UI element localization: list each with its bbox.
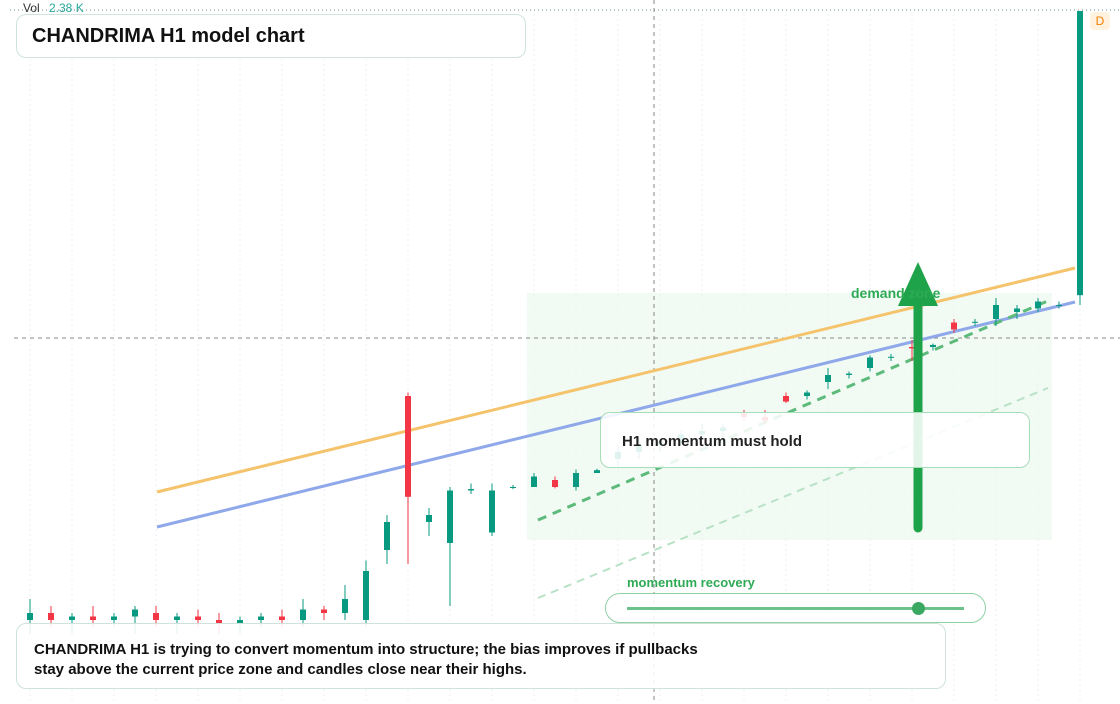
candle-body (930, 344, 936, 347)
candle-body (1077, 11, 1083, 296)
candle-body (783, 396, 789, 402)
slider[interactable] (605, 593, 986, 623)
candle-body (447, 490, 453, 543)
candle-body (825, 375, 831, 382)
badge-bg (1090, 12, 1110, 30)
candle-body (1014, 308, 1020, 312)
candle-body (216, 620, 222, 624)
candle-body (300, 609, 306, 620)
candle-body (90, 616, 96, 620)
support-line-faint (537, 387, 1049, 599)
candle-body (405, 396, 411, 497)
title: CHANDRIMA H1 model chart (32, 25, 305, 47)
candle-body (132, 609, 138, 617)
volume-value: 2.38 K (49, 1, 84, 15)
candle-body (846, 373, 852, 375)
candle-body (888, 356, 894, 358)
candle-body (363, 571, 369, 620)
arrow-head (898, 262, 938, 306)
candle-body (1056, 305, 1062, 306)
candle-body (594, 470, 600, 473)
candle-body (237, 620, 243, 624)
candle-body (153, 613, 159, 620)
caption-box: CHANDRIMA H1 is trying to convert moment… (16, 623, 946, 689)
candle-body (174, 616, 180, 620)
candle-body (804, 392, 810, 396)
candle-body (258, 616, 264, 620)
candle-body (951, 322, 957, 330)
candle-body (510, 487, 516, 488)
slider-track (627, 607, 964, 610)
candle-body (48, 613, 54, 620)
candle-body (993, 305, 999, 319)
badge: D (1096, 14, 1105, 28)
candle-body (531, 476, 537, 487)
caption: CHANDRIMA H1 is trying to convert moment… (34, 641, 698, 678)
candle-body (321, 609, 327, 613)
candle-body (489, 490, 495, 533)
slider-knob[interactable] (912, 602, 925, 615)
candle-body (552, 480, 558, 487)
candle-body (111, 616, 117, 620)
candle-body (1035, 301, 1041, 309)
candle-body (69, 616, 75, 620)
slider-label: momentum recovery (627, 575, 755, 590)
zone-label: demand zone (851, 285, 941, 301)
candle-body (909, 347, 915, 349)
candle-body (867, 357, 873, 368)
candle-body (27, 613, 33, 620)
candle-body (195, 616, 201, 620)
support-line (537, 298, 1051, 522)
candle-body (342, 599, 348, 613)
note-box: H1 momentum must hold (600, 412, 1030, 468)
candle-body (426, 515, 432, 522)
candle-body (972, 321, 978, 323)
candle-body (384, 522, 390, 550)
candle-body (279, 616, 285, 620)
volume-label: Vol (23, 1, 40, 15)
candle-body (468, 489, 474, 491)
candle-body (573, 473, 579, 487)
title-box: CHANDRIMA H1 model chart (16, 14, 526, 58)
note: H1 momentum must hold (622, 433, 803, 450)
